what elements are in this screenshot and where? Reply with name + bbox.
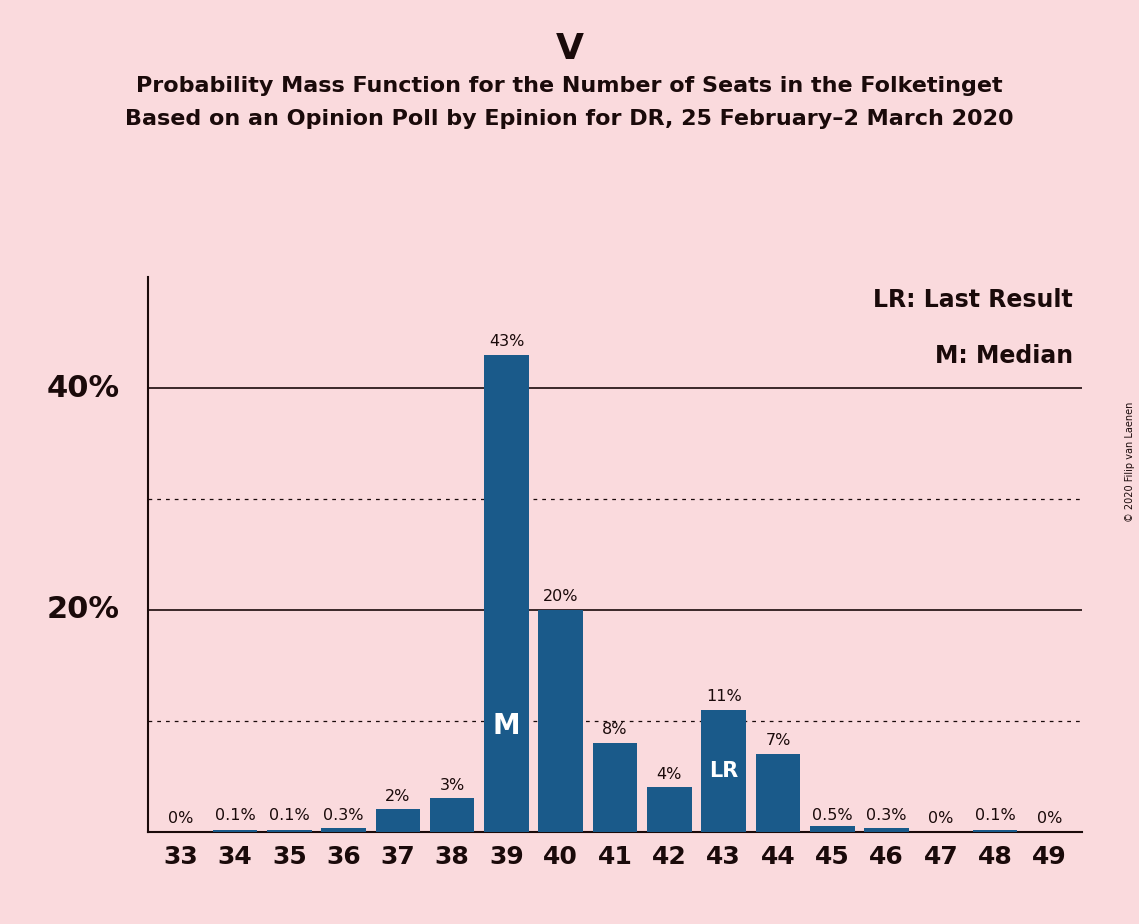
Text: 8%: 8%	[603, 723, 628, 737]
Bar	[321, 828, 366, 832]
Text: 43%: 43%	[489, 334, 524, 349]
Bar	[647, 787, 691, 832]
Text: 0%: 0%	[928, 811, 953, 826]
Text: 0.1%: 0.1%	[269, 808, 310, 822]
Text: 0%: 0%	[167, 811, 194, 826]
Bar	[973, 831, 1017, 832]
Text: M: M	[493, 712, 521, 740]
Text: 3%: 3%	[440, 778, 465, 793]
Bar	[592, 743, 638, 832]
Bar	[539, 610, 583, 832]
Text: 40%: 40%	[47, 373, 120, 403]
Text: 0%: 0%	[1036, 811, 1063, 826]
Bar	[376, 809, 420, 832]
Text: 20%: 20%	[47, 595, 120, 625]
Bar	[429, 798, 475, 832]
Text: LR: LR	[710, 760, 738, 781]
Bar	[865, 828, 909, 832]
Bar	[213, 831, 257, 832]
Text: M: Median: M: Median	[935, 344, 1073, 368]
Text: V: V	[556, 32, 583, 67]
Text: 0.3%: 0.3%	[867, 808, 907, 822]
Text: LR: Last Result: LR: Last Result	[872, 288, 1073, 312]
Text: 20%: 20%	[543, 590, 579, 604]
Text: Based on an Opinion Poll by Epinion for DR, 25 February–2 March 2020: Based on an Opinion Poll by Epinion for …	[125, 109, 1014, 129]
Text: 4%: 4%	[657, 767, 682, 782]
Text: 2%: 2%	[385, 789, 410, 804]
Text: 0.5%: 0.5%	[812, 808, 853, 822]
Bar	[267, 831, 312, 832]
Text: © 2020 Filip van Laenen: © 2020 Filip van Laenen	[1125, 402, 1134, 522]
Text: 0.3%: 0.3%	[323, 808, 363, 822]
Bar	[702, 710, 746, 832]
Text: 0.1%: 0.1%	[214, 808, 255, 822]
Bar	[484, 355, 528, 832]
Bar	[755, 754, 801, 832]
Text: 0.1%: 0.1%	[975, 808, 1016, 822]
Text: Probability Mass Function for the Number of Seats in the Folketinget: Probability Mass Function for the Number…	[137, 76, 1002, 96]
Text: 11%: 11%	[706, 689, 741, 704]
Text: 7%: 7%	[765, 734, 790, 748]
Bar	[810, 826, 854, 832]
